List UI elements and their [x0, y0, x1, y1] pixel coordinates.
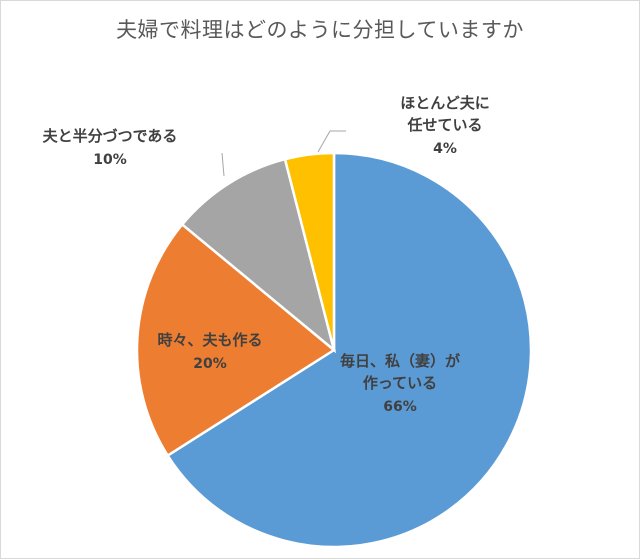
- slice-label-2: 時々、夫も作る 20%: [157, 331, 262, 372]
- slice-value-label: 20%: [193, 356, 227, 372]
- pie-slice-2: [135, 222, 337, 458]
- slice-label-line: 時々、夫も作る: [157, 331, 262, 349]
- chart-title: 夫婦で料理はどのように分担していますか: [116, 18, 524, 42]
- slice-label-4: ほとんど夫に任せている 4%: [400, 94, 490, 157]
- pie-slice-4: [283, 151, 336, 351]
- leader-line-4: [317, 130, 346, 153]
- slice-label-line: 毎日、私（妻）が: [340, 352, 461, 370]
- leader-line-3: [221, 152, 225, 177]
- slice-label-line: ほとんど夫に: [400, 94, 490, 112]
- slice-label-line: 任せている: [406, 116, 482, 134]
- pie-slice-1: [165, 151, 533, 549]
- slice-value-label: 4%: [433, 141, 457, 157]
- slice-value-label: 10%: [93, 152, 127, 168]
- slice-label-line: 作っている: [363, 374, 437, 392]
- slice-label-3: 夫と半分づつである 10%: [43, 127, 178, 168]
- slice-label-line: 夫と半分づつである: [43, 127, 178, 145]
- slice-value-label: 66%: [383, 399, 417, 415]
- slice-label-1: 毎日、私（妻）が作っている 66%: [340, 352, 461, 415]
